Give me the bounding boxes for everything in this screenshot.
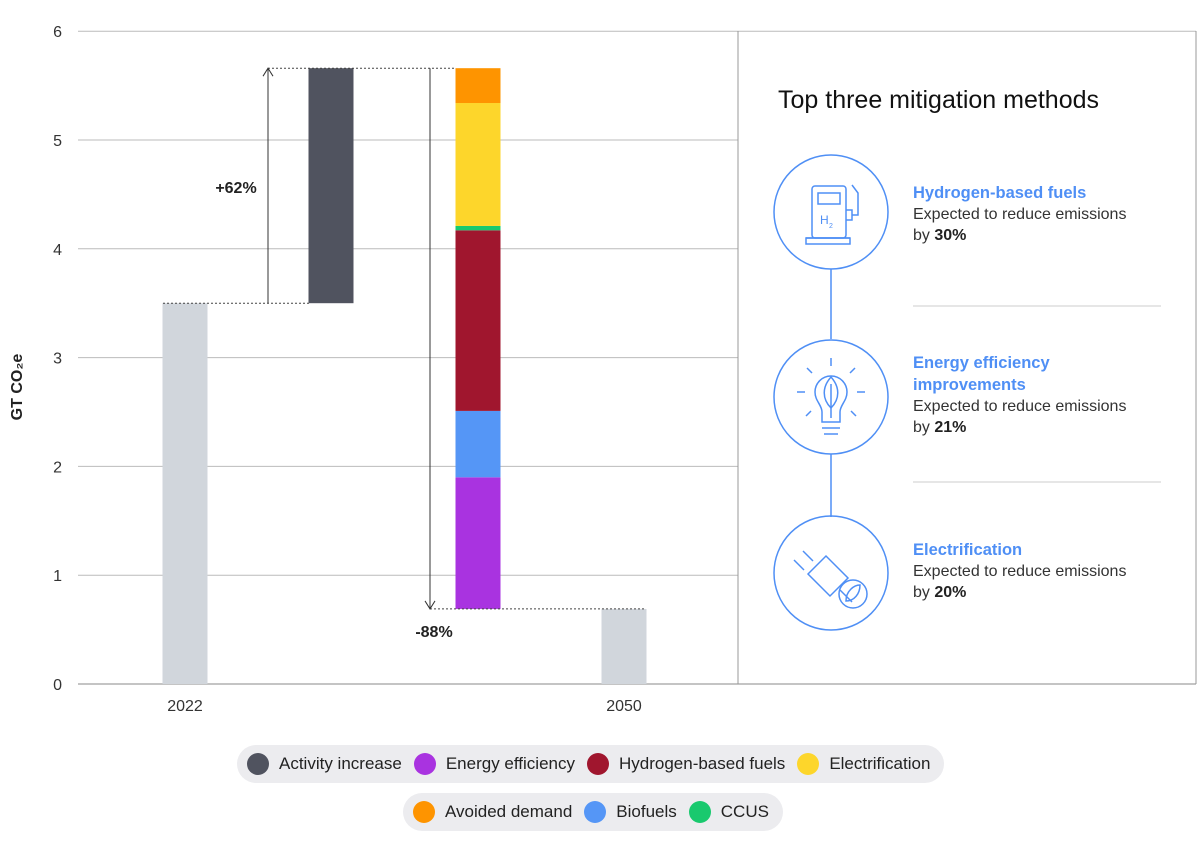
legend-item: Biofuels [584, 801, 677, 823]
legend-item: Hydrogen-based fuels [586, 753, 786, 775]
method-name: Hydrogen-based fuels [913, 184, 1087, 202]
plug-leaf-icon [773, 515, 889, 631]
legend-label: Energy efficiency [445, 754, 575, 773]
bar-segment-avoided-demand [455, 68, 501, 104]
legend-item: Energy efficiency [413, 753, 575, 775]
method-description: Expected to reduce emissions by 30% [913, 206, 1127, 244]
legend-label: Electrification [829, 754, 931, 773]
svg-text:2: 2 [829, 223, 833, 230]
legend-swatch [584, 801, 607, 823]
method-name: Electrification [913, 541, 1023, 559]
y-tick-label: 6 [53, 24, 62, 41]
y-tick-label: 0 [53, 677, 62, 694]
bar-activity-increase [308, 68, 354, 304]
panel-title: Top three mitigation methods [778, 86, 1100, 114]
bar-segment-biofuels [455, 410, 501, 478]
y-tick-label: 5 [53, 133, 62, 150]
y-tick-labels: 0 1 2 3 4 5 6 [53, 24, 62, 694]
legend-swatch [688, 801, 711, 823]
legend-item: Avoided demand [413, 801, 572, 823]
legend-label: CCUS [720, 802, 769, 821]
bar-2050 [601, 608, 647, 684]
x-tick-label: 2050 [606, 698, 642, 715]
bar-2022 [162, 303, 208, 684]
method-percent: 21% [934, 419, 967, 436]
svg-text:H: H [820, 213, 829, 227]
method-percent: 30% [934, 227, 967, 244]
legend-label: Avoided demand [445, 802, 573, 821]
legend-item: Electrification [797, 753, 930, 775]
method-electrification: Electrification Expected to reduce emiss… [913, 539, 1183, 603]
legend-row-1: Activity increase Energy efficiency Hydrog… [237, 745, 945, 783]
legend-row-2: Avoided demand Biofuels CCUS [403, 793, 783, 831]
y-tick-label: 2 [53, 459, 62, 476]
legend-label: Hydrogen-based fuels [618, 754, 786, 773]
method-description: Expected to reduce emissions by 21% [913, 398, 1127, 436]
legend-swatch [247, 753, 269, 775]
method-description: Expected to reduce emissions by 20% [913, 563, 1127, 601]
bar-segment-ccus [455, 225, 501, 231]
y-tick-label: 3 [53, 351, 62, 368]
legend-label: Activity increase [279, 754, 402, 773]
legend-swatch [586, 753, 609, 775]
bar-segment-hydrogen-based-fuels [455, 230, 501, 411]
legend-label: Biofuels [616, 802, 677, 821]
x-tick-labels: 2022 2050 [167, 698, 642, 715]
lightbulb-leaf-icon [773, 339, 889, 455]
decrease-annotation: -88% [415, 624, 452, 641]
annotations: +62% -88% [163, 67, 646, 641]
bars [162, 68, 647, 684]
y-axis-label: GT CO₂e [9, 353, 26, 421]
legend-swatch [797, 753, 820, 775]
decrease-arrow [424, 68, 436, 610]
x-tick-label: 2022 [167, 698, 203, 715]
legend-item: Activity increase [247, 753, 402, 775]
legend-item: CCUS [688, 801, 769, 823]
method-name: Energy efficiency improvements [913, 354, 1050, 394]
method-percent: 20% [934, 584, 967, 601]
bar-segment-electrification [455, 103, 501, 226]
y-tick-label: 4 [53, 242, 62, 259]
hydrogen-pump-icon: H 2 [773, 154, 889, 270]
method-hydrogen: Hydrogen-based fuels Expected to reduce … [913, 182, 1183, 246]
increase-arrow [262, 67, 274, 304]
y-tick-label: 1 [53, 568, 62, 585]
method-energy-efficiency: Energy efficiency improvements Expected t… [913, 352, 1183, 438]
increase-annotation: +62% [215, 180, 256, 197]
bar-segment-energy-efficiency [455, 477, 501, 609]
legend-swatch [413, 801, 435, 823]
legend-swatch [413, 753, 436, 775]
